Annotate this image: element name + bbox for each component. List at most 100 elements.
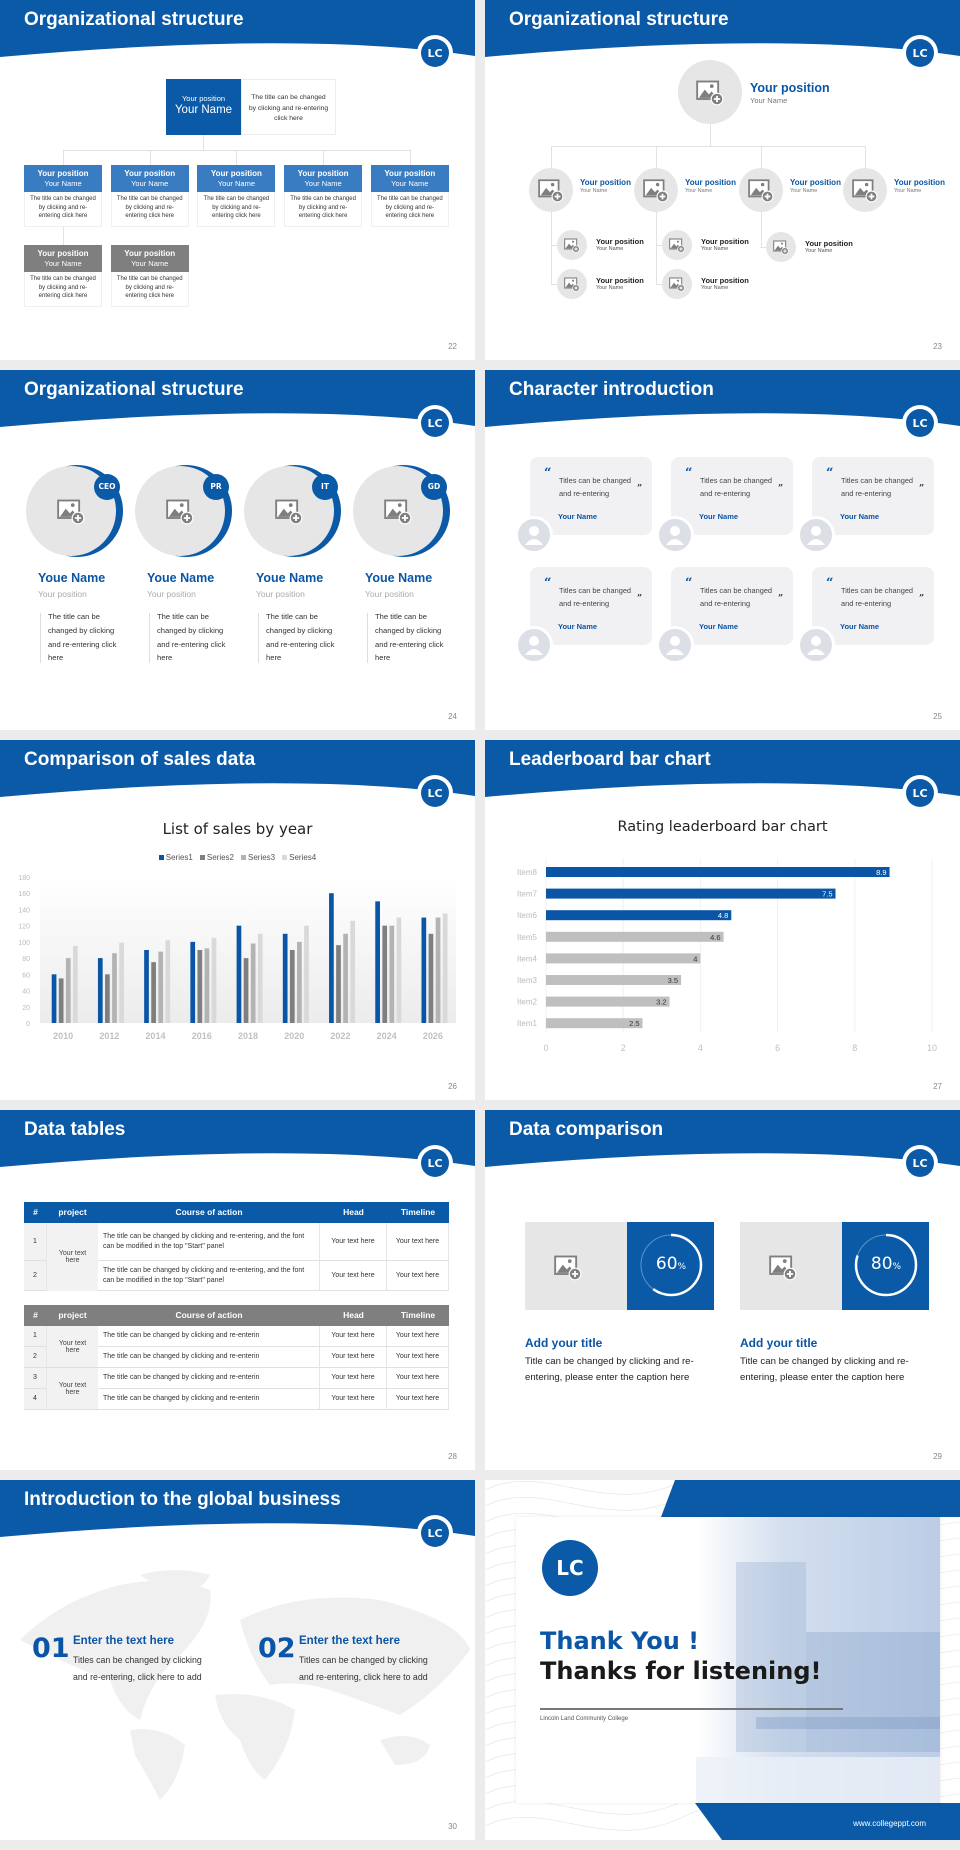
legend-item: Series1	[158, 853, 193, 862]
sub-member-position: Your position	[596, 276, 644, 285]
quote-text: Titles can be changed and re-entering	[559, 476, 632, 498]
building-block	[736, 1562, 806, 1752]
bar-series1-2010	[51, 974, 57, 1023]
timeline-cell: Your text here	[387, 1389, 449, 1410]
open-quote-icon: “	[544, 466, 552, 481]
bar-series1-2022	[329, 893, 334, 1023]
member-position: Your position	[365, 589, 414, 599]
bar-item7	[546, 888, 836, 899]
logo-icon	[421, 1149, 449, 1177]
member-description-box: The title can be changed by clicking and…	[110, 192, 189, 227]
close-quote-icon: ”	[778, 484, 784, 494]
member-name: Your Name	[304, 179, 342, 188]
page-number: 29	[933, 1452, 942, 1461]
bar-series3-2010	[65, 958, 71, 1023]
logo-icon: LC	[542, 1540, 598, 1596]
sub-member-name: Your Name	[805, 248, 833, 254]
slide-30[interactable]: LC Introduction to the global business 30 0…	[0, 1480, 475, 1840]
page-number: 30	[448, 1822, 457, 1831]
sub-member-position: Your position	[701, 276, 749, 285]
image-placeholder-icon	[554, 1255, 582, 1281]
member-description: The title can be changed by clicking and…	[203, 196, 270, 220]
bar-series4-2022	[350, 920, 356, 1023]
avatar	[656, 626, 694, 664]
legend-label: Series4	[289, 853, 317, 862]
member-description: The title can be changed by clicking and…	[376, 196, 443, 220]
logo-text: LC	[427, 1527, 442, 1540]
sub-member-name: Your Name	[596, 285, 624, 291]
quote-card	[530, 567, 652, 645]
connector-line	[149, 150, 151, 165]
slide-27[interactable]: LC Leaderboard bar chart 27 Rating leaderbo…	[485, 740, 960, 1100]
image-placeholder-icon	[696, 80, 724, 106]
slide-26[interactable]: LC Comparison of sales data 26 List of sale…	[0, 740, 475, 1100]
project-cell: Your text here	[47, 1326, 98, 1368]
slide-22[interactable]: LC Organizational structure 22 Your positio…	[0, 0, 475, 360]
head-cell: Your text here	[320, 1389, 387, 1410]
slide-title: Organizational structure	[509, 9, 729, 30]
member-description-box: The title can be changed by clicking and…	[284, 192, 363, 227]
member-name: Your Name	[391, 179, 429, 188]
slide-28[interactable]: LC Data tables 28 # project Course of action H…	[0, 1110, 475, 1470]
legend-item: Series3	[241, 853, 275, 862]
x-tick-label: 2022	[330, 1031, 350, 1041]
x-tick-label: 2016	[192, 1031, 212, 1041]
quote-text: Titles can be changed and re-entering	[559, 586, 632, 608]
member-description: The title can be changed by clicking and…	[116, 196, 183, 220]
member-position: Your position	[384, 169, 436, 178]
role-badge: CEO	[94, 474, 120, 500]
logo-text: LC	[912, 787, 927, 800]
slide-25[interactable]: LC Character introduction 25 “ Titles can be…	[485, 370, 960, 730]
person-icon	[807, 636, 825, 655]
head-cell: Your text here	[320, 1261, 387, 1291]
slide-29[interactable]: LC Data comparison 29 60% Add your title Titl…	[485, 1110, 960, 1470]
member-position: Your position	[256, 589, 305, 599]
data-label: 4	[693, 954, 697, 963]
plaza	[696, 1757, 940, 1803]
building-canopy	[756, 1717, 940, 1729]
legend-item: Series4	[282, 853, 316, 862]
slide-thank-you[interactable]: LC Thank You ! Thanks for listening! Lincol…	[485, 1480, 960, 1840]
slide-23[interactable]: LC Organizational structure 23 Your positio…	[485, 0, 960, 360]
bar-series2-2012	[105, 974, 110, 1023]
person-icon	[666, 526, 684, 545]
bar-series1-2026	[421, 917, 427, 1023]
leaderboard-bar-chart: 0 2 4 6 8 10 8.9 Item8 7.5 Item7 4.8 Item6 4.6 Item5 4…	[517, 858, 937, 1053]
x-tick-label: 2014	[146, 1031, 166, 1041]
y-tick-label: 80	[22, 956, 30, 963]
member-name: Your Name	[685, 188, 713, 194]
row-number: 4	[24, 1389, 47, 1410]
sub-member-name: Your Name	[701, 246, 729, 252]
open-quote-icon: “	[685, 576, 693, 591]
data-label: 3.5	[668, 976, 678, 985]
y-tick-label: 140	[18, 907, 30, 914]
head-cell: Your text here	[320, 1223, 387, 1261]
card-name: Your Name	[558, 622, 598, 631]
slide-24[interactable]: LC Organizational structure 24 CEO Youe Name…	[0, 370, 475, 730]
close-quote-icon: ”	[919, 594, 925, 604]
member-description: The title can be changed by clicking and…	[266, 612, 335, 663]
member-description-box: The title can be changed by clicking and…	[197, 192, 276, 227]
open-quote-icon: “	[544, 576, 552, 591]
y-tick-label: 120	[18, 924, 30, 931]
card-name: Your Name	[558, 512, 598, 521]
x-tick-label: 6	[775, 1043, 780, 1053]
timeline-cell: Your text here	[387, 1368, 449, 1389]
avatar	[656, 516, 694, 554]
y-tick-label: 180	[18, 875, 30, 882]
bottom-accent	[695, 1803, 960, 1840]
connector-line	[865, 146, 866, 168]
thank-you-card: LC Thank You ! Thanks for listening! Lincol…	[516, 1517, 940, 1803]
y-tick-label: 0	[26, 1021, 30, 1028]
bar-series2-2024	[382, 925, 388, 1023]
timeline-cell: Your text here	[387, 1261, 449, 1291]
bar-series3-2020	[297, 941, 302, 1023]
row-number: 3	[24, 1368, 47, 1389]
avatar	[797, 626, 835, 664]
quote-text: Titles can be changed and re-entering	[841, 476, 914, 498]
x-tick-label: 2020	[284, 1031, 304, 1041]
column-header: Timeline	[400, 1310, 436, 1320]
data-label: 7.5	[822, 890, 832, 899]
header-band: LC	[0, 0, 475, 71]
legend-label: Series3	[248, 853, 276, 862]
